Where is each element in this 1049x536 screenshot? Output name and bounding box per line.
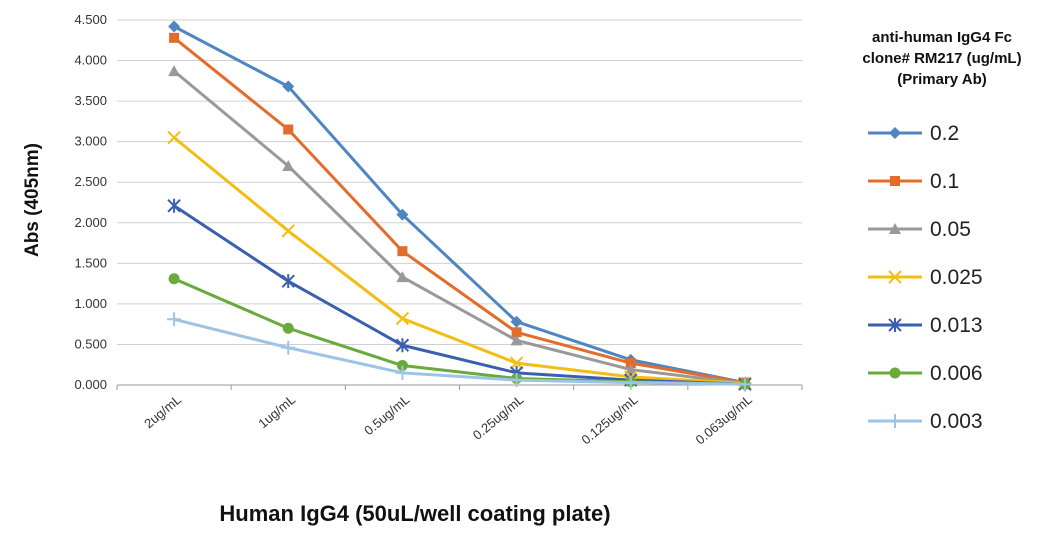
- y-axis-label: Abs (405nm): [22, 143, 43, 257]
- x-tick-label: 0.5ug/mL: [361, 392, 412, 438]
- data-point: [283, 124, 294, 135]
- y-tick-label: 1.500: [74, 255, 107, 270]
- x-axis-label: Human IgG4 (50uL/well coating plate): [219, 501, 610, 526]
- data-point: [281, 340, 296, 355]
- data-point: [509, 356, 524, 370]
- legend-entry: 0.1: [868, 170, 959, 193]
- legend-entry: 0.025: [868, 266, 983, 289]
- data-point: [509, 373, 524, 388]
- x-tick-label: 0.063ug/mL: [693, 392, 755, 448]
- data-point: [168, 65, 181, 77]
- legend-title-line: anti-human IgG4 Fc: [872, 29, 1012, 46]
- data-point: [510, 315, 523, 328]
- y-tick-label: 2.000: [74, 215, 107, 230]
- series-line: [173, 136, 746, 385]
- x-tick-label: 1ug/mL: [255, 392, 298, 431]
- data-point: [396, 271, 409, 283]
- data-point: [169, 32, 180, 43]
- data-point: [737, 377, 752, 392]
- y-tick-label: 2.500: [74, 174, 107, 189]
- series-line: [173, 25, 746, 385]
- data-point: [889, 367, 901, 379]
- legend-entry: 0.003: [868, 410, 983, 433]
- legend-title-line: (Primary Ab): [897, 71, 986, 88]
- legend-label: 0.05: [930, 218, 971, 241]
- data-point: [167, 198, 181, 213]
- legend-label: 0.1: [930, 170, 959, 193]
- data-point: [395, 338, 410, 353]
- data-point: [282, 160, 295, 171]
- legend-label: 0.025: [930, 266, 983, 289]
- data-point: [625, 358, 636, 369]
- series-lines: [167, 20, 752, 392]
- data-point: [888, 270, 902, 284]
- data-point: [623, 375, 638, 390]
- y-tick-label: 4.000: [74, 53, 107, 68]
- data-point: [889, 127, 901, 139]
- series-line: [173, 204, 745, 386]
- data-point: [395, 311, 410, 326]
- data-point: [281, 274, 295, 289]
- x-tick-label: 2ug/mL: [141, 392, 184, 431]
- data-point: [396, 360, 408, 372]
- data-point: [167, 312, 182, 327]
- data-point: [888, 414, 902, 428]
- data-point: [168, 20, 181, 33]
- legend-label: 0.003: [930, 410, 983, 433]
- data-point: [167, 130, 181, 145]
- legend-entry: 0.05: [868, 218, 971, 241]
- data-point: [281, 224, 295, 238]
- legend-entry: 0.006: [868, 362, 983, 385]
- y-tick-label: 3.000: [74, 134, 107, 149]
- data-point: [624, 363, 637, 375]
- y-tick-label: 0.000: [74, 377, 107, 392]
- series-0.1: [169, 32, 750, 388]
- data-point: [282, 80, 295, 93]
- data-point: [511, 327, 522, 338]
- data-point: [168, 273, 180, 285]
- series-0.013: [167, 198, 752, 392]
- data-point: [395, 365, 410, 380]
- series-line: [173, 36, 746, 385]
- data-point: [397, 246, 408, 257]
- y-tick-label: 4.500: [74, 12, 107, 27]
- y-tick-label: 0.500: [74, 336, 107, 351]
- y-tick-label: 1.000: [74, 296, 107, 311]
- data-point: [396, 208, 409, 221]
- series-line: [173, 317, 745, 386]
- x-tick-label: 0.125ug/mL: [578, 392, 640, 448]
- data-point: [282, 322, 294, 334]
- series-line: [173, 69, 746, 385]
- legend: anti-human IgG4 Fc clone# RM217 (ug/mL) (P…: [862, 29, 1021, 433]
- data-point: [889, 223, 901, 234]
- data-point: [510, 334, 523, 346]
- y-tick-label: 3.500: [74, 93, 107, 108]
- series-0.003: [167, 312, 752, 392]
- legend-entry: 0.2: [868, 122, 959, 145]
- data-point: [890, 176, 900, 186]
- legend-entry: 0.013: [868, 314, 983, 337]
- legend-label: 0.013: [930, 314, 983, 337]
- legend-label: 0.006: [930, 362, 983, 385]
- legend-label: 0.2: [930, 122, 959, 145]
- legend-title-line: clone# RM217 (ug/mL): [862, 50, 1021, 67]
- x-tick-label: 0.25ug/mL: [470, 392, 527, 443]
- data-point: [888, 318, 902, 332]
